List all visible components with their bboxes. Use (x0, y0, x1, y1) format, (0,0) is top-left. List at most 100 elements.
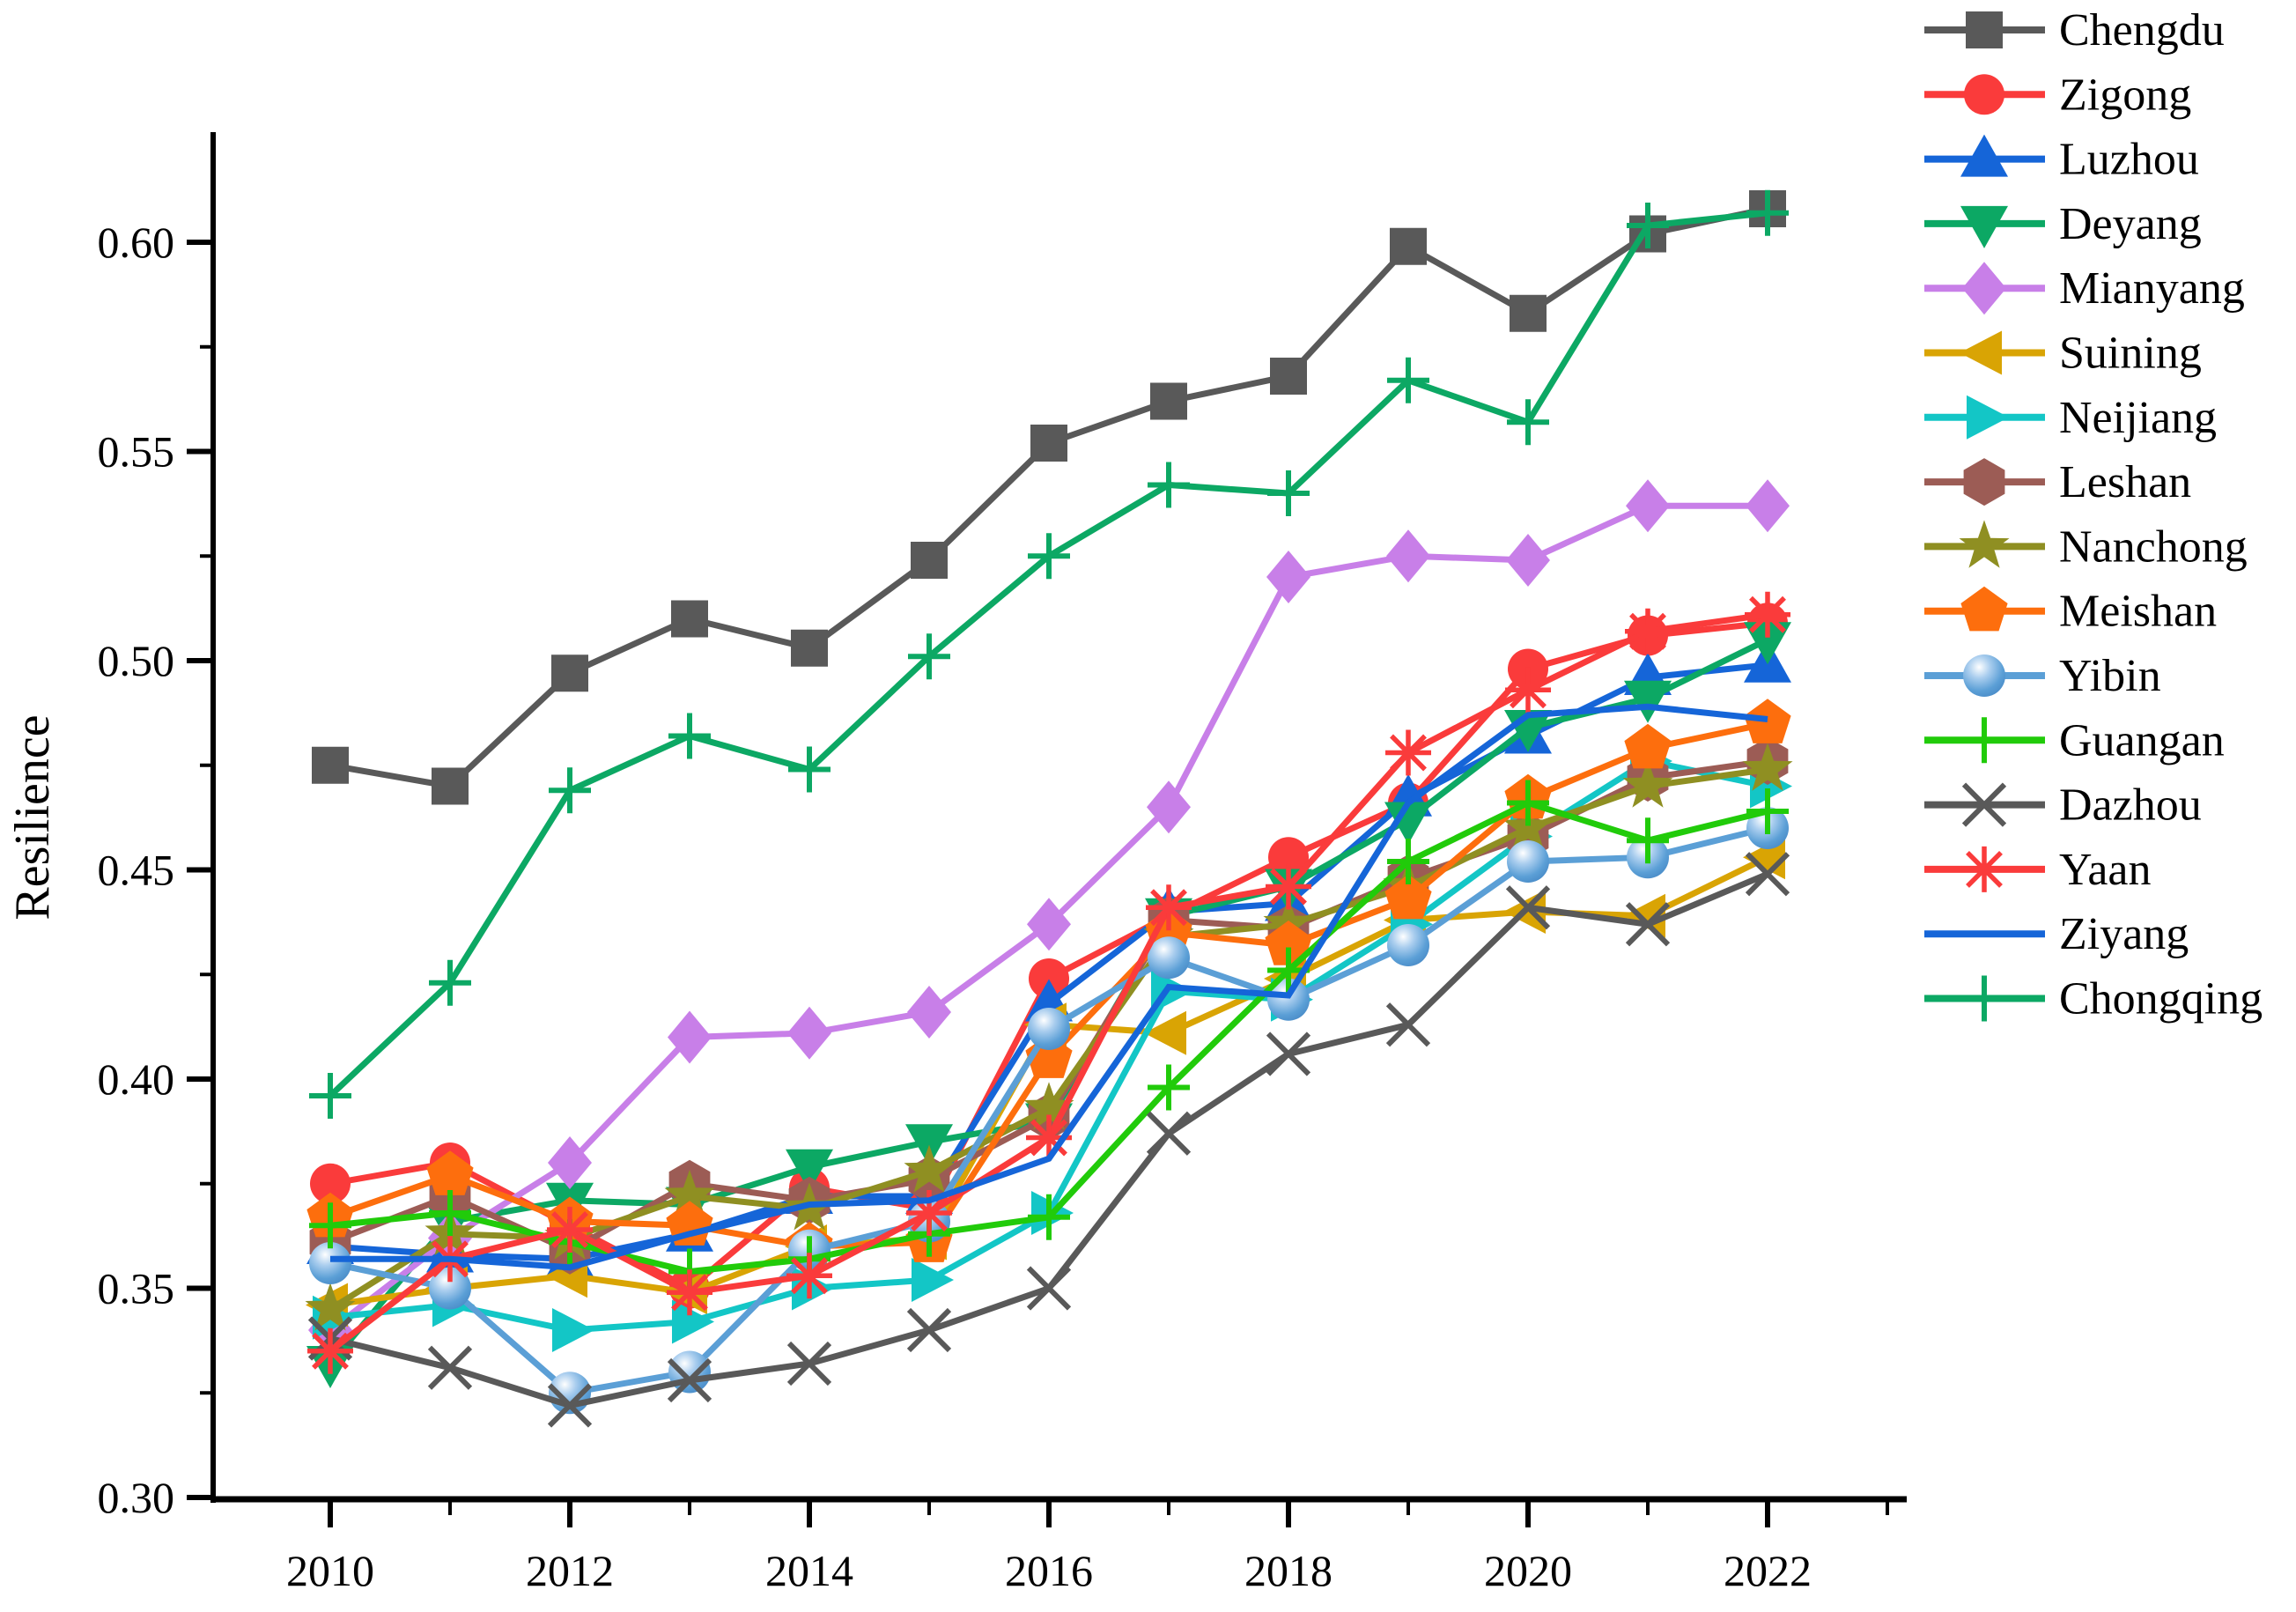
legend-label: Dazhou (2059, 780, 2202, 831)
square-marker-icon (1966, 11, 2003, 48)
triangle-left-marker-icon (1960, 330, 2002, 375)
legend-item-meishan: Meishan (1924, 586, 2217, 637)
diamond-marker-icon (1386, 529, 1430, 583)
circle-marker-icon (1964, 74, 2004, 115)
plus-marker-icon (1148, 462, 1190, 508)
circle-marker-icon (1029, 958, 1069, 999)
triangle-right-marker-icon (672, 1299, 714, 1344)
legend-label: Deyang (2059, 199, 2202, 249)
plus-marker-icon (1387, 839, 1429, 884)
square-marker-icon (791, 629, 828, 667)
plus-marker-icon (549, 767, 591, 814)
y-axis-title: Resilience (5, 714, 60, 920)
legend-label: Neijiang (2059, 393, 2217, 443)
x-marker-icon (1505, 885, 1551, 930)
sphere-marker-icon (668, 1350, 711, 1394)
legend-item-chengdu: Chengdu (1924, 5, 2225, 55)
diamond-marker-icon (1506, 534, 1550, 587)
triangle-left-marker-icon (1623, 893, 1665, 938)
x-tick-label: 2010 (286, 1546, 374, 1595)
legend-item-deyang: Deyang (1924, 199, 2202, 249)
x-marker-icon (1026, 1266, 1072, 1311)
diamond-marker-icon (1266, 551, 1310, 603)
diamond-marker-icon (1027, 898, 1071, 951)
triangle-down-marker-icon (1960, 205, 2008, 248)
legend-item-neijiang: Neijiang (1924, 393, 2217, 443)
square-marker-icon (1030, 425, 1067, 462)
legend-label: Suining (2059, 329, 2202, 379)
square-marker-icon (1270, 358, 1307, 395)
square-marker-icon (671, 600, 708, 638)
legend-item-yaan: Yaan (1924, 845, 2152, 895)
y-tick-label: 0.45 (98, 846, 175, 895)
series-chengdu (312, 190, 1786, 805)
square-marker-icon (432, 767, 469, 805)
y-tick-label: 0.40 (98, 1054, 175, 1104)
asterisk-marker-icon (786, 1253, 832, 1299)
diamond-marker-icon (548, 1136, 592, 1189)
square-marker-icon (312, 746, 349, 784)
legend-label: Mianyang (2059, 263, 2245, 314)
plus-marker-icon (908, 633, 950, 680)
star-marker-icon (1622, 759, 1673, 808)
plus-marker-icon (1746, 189, 1789, 236)
pentagon-marker-icon (1744, 699, 1791, 743)
plus-marker-icon (1746, 788, 1789, 834)
plus-marker-icon (1507, 399, 1549, 446)
plus-marker-icon (309, 1073, 351, 1119)
sphere-marker-icon (1963, 654, 2005, 697)
x-marker-icon (427, 1345, 473, 1390)
diamond-marker-icon (907, 986, 951, 1039)
plus-marker-icon (668, 713, 711, 759)
legend-label: Ziyang (2059, 909, 2189, 959)
pentagon-marker-icon (1624, 723, 1672, 769)
diamond-marker-icon (1147, 780, 1191, 834)
legend-label: Zigong (2059, 70, 2191, 120)
plus-marker-icon (1148, 1064, 1190, 1111)
triangle-right-marker-icon (1967, 395, 2009, 440)
square-marker-icon (1150, 382, 1187, 420)
asterisk-marker-icon (1146, 884, 1192, 931)
legend-item-luzhou: Luzhou (1924, 134, 2199, 185)
circle-marker-icon (1268, 837, 1309, 878)
triangle-down-marker-icon (786, 1149, 833, 1192)
x-marker-icon (1745, 852, 1790, 897)
legend-item-zigong: Zigong (1924, 70, 2191, 120)
asterisk-marker-icon (1625, 608, 1671, 654)
circle-marker-icon (310, 1163, 351, 1204)
x-tick-label: 2022 (1724, 1546, 1812, 1595)
square-marker-icon (1390, 227, 1427, 265)
square-marker-icon (1510, 294, 1547, 332)
legend-label: Yaan (2059, 845, 2152, 895)
asterisk-marker-icon (1961, 846, 2007, 892)
legend-label: Chongqing (2059, 974, 2263, 1024)
sphere-marker-icon (429, 1267, 471, 1310)
legend-item-chongqing: Chongqing (1924, 974, 2263, 1024)
legend-label: Guangan (2059, 715, 2225, 765)
diamond-marker-icon (1962, 262, 2006, 315)
series-line (329, 205, 1768, 790)
plus-marker-icon (429, 959, 471, 1006)
plus-marker-icon (1507, 780, 1549, 826)
y-tick-label: 0.55 (98, 427, 175, 477)
x-tick-label: 2014 (765, 1546, 853, 1595)
sphere-marker-icon (1387, 924, 1429, 966)
x-marker-icon (1266, 1032, 1311, 1076)
asterisk-marker-icon (1266, 863, 1311, 910)
legend-item-ziyang: Ziyang (1924, 909, 2189, 959)
legend-label: Leshan (2059, 457, 2191, 507)
plus-marker-icon (1963, 975, 2005, 1022)
y-tick-label: 0.60 (98, 218, 175, 267)
legend-label: Nanchong (2059, 521, 2248, 572)
asterisk-marker-icon (307, 1327, 353, 1374)
x-marker-icon (547, 1383, 593, 1428)
pentagon-marker-icon (426, 1150, 474, 1195)
asterisk-marker-icon (906, 1190, 952, 1236)
star-marker-icon (1023, 1082, 1074, 1130)
series-line (330, 703, 1768, 1271)
diamond-marker-icon (787, 1006, 831, 1060)
series-dazhou (307, 852, 1790, 1428)
triangle-down-marker-icon (1744, 622, 1791, 665)
y-tick-label: 0.50 (98, 636, 175, 685)
